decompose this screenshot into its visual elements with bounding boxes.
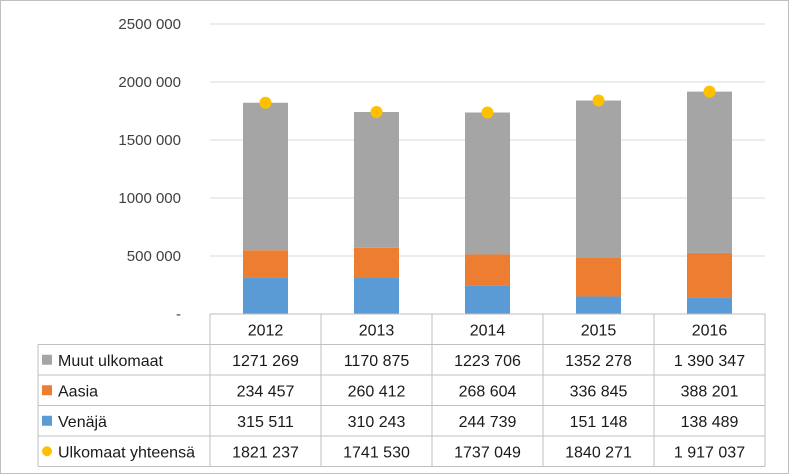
data-label: 1 390 347 (674, 353, 745, 370)
data-label: 388 201 (681, 383, 739, 400)
total-point (259, 96, 272, 109)
data-label: 138 489 (681, 414, 739, 431)
data-label: 1 917 037 (674, 444, 745, 461)
bar-segment (687, 297, 732, 314)
bar-segment (354, 111, 399, 248)
data-label: 1821 237 (232, 444, 299, 461)
data-label: 151 148 (570, 414, 628, 431)
bar-segment (243, 102, 288, 251)
data-label: 1223 706 (454, 353, 521, 370)
legend-key (42, 415, 52, 426)
bar-segment (354, 247, 399, 279)
total-point (481, 106, 494, 119)
category-label: 2015 (581, 322, 617, 339)
y-tick-label: 500 000 (127, 248, 181, 265)
data-label: 310 243 (348, 414, 406, 431)
bar-segment (576, 296, 621, 314)
y-tick-label: 2500 000 (118, 16, 181, 33)
category-label: 2014 (470, 322, 506, 339)
legend-label: Muut ulkomaat (58, 353, 163, 370)
total-point (703, 85, 716, 98)
bar-segment (576, 100, 621, 258)
bar-segment (243, 277, 288, 314)
data-label: 1741 530 (343, 444, 410, 461)
data-label: 260 412 (348, 383, 406, 400)
legend-key (42, 446, 52, 457)
data-label: 1352 278 (565, 353, 632, 370)
y-tick-label: 1500 000 (118, 132, 181, 149)
legend-label: Ulkomaat yhteensä (58, 444, 195, 461)
bar-segment (243, 250, 288, 278)
category-label: 2016 (692, 322, 728, 339)
bar-segment (687, 252, 732, 298)
bar-segment (465, 254, 510, 286)
legend-key (42, 385, 52, 396)
total-point (592, 94, 605, 107)
y-tick-label: - (176, 306, 181, 323)
bar-segment (354, 278, 399, 314)
legend-label: Venäjä (58, 414, 107, 431)
data-label: 1170 875 (344, 353, 410, 370)
y-tick-label: 2000 000 (118, 74, 181, 91)
data-label: 268 604 (459, 383, 517, 400)
category-label: 2013 (359, 322, 395, 339)
bar-segment (687, 91, 732, 253)
data-label: 244 739 (459, 414, 517, 431)
bar-segment (465, 112, 510, 255)
bar-segment (465, 285, 510, 314)
legend-key (42, 354, 52, 365)
data-label: 315 511 (237, 414, 294, 431)
data-label: 1737 049 (454, 444, 521, 461)
legend-label: Aasia (58, 383, 98, 400)
data-label: 234 457 (237, 383, 295, 400)
data-label: 336 845 (570, 383, 628, 400)
y-tick-label: 1000 000 (118, 190, 181, 207)
category-label: 2012 (248, 322, 284, 339)
data-label: 1840 271 (565, 444, 632, 461)
bar-segment (576, 257, 621, 297)
total-point (370, 105, 383, 118)
data-label: 1271 269 (232, 353, 299, 370)
